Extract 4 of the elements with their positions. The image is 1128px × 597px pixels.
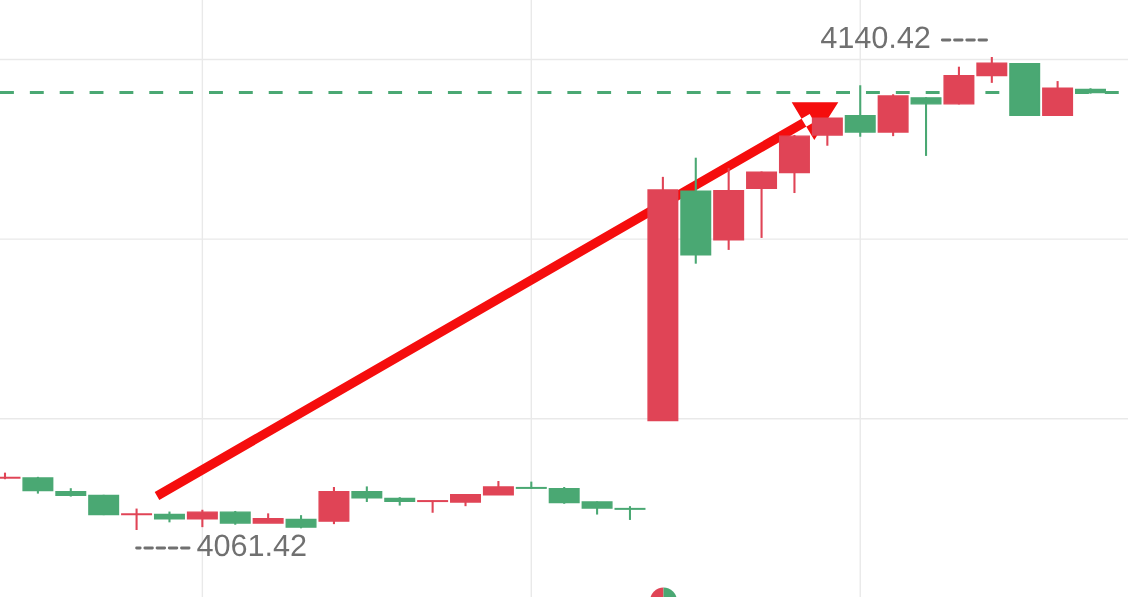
text: 4140.42 [821,26,930,49]
text: 4061.42 [197,534,306,557]
candlestick [910,96,942,157]
candlestick [121,507,153,532]
